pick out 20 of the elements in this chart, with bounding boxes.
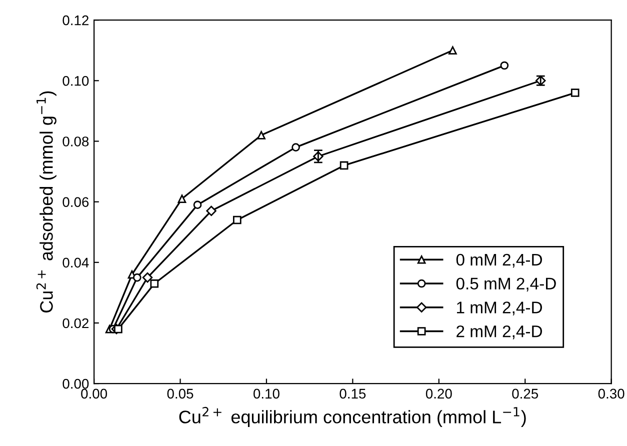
y-tick-label: 0.06 (62, 197, 89, 207)
y-tick-label: 0.04 (62, 258, 89, 268)
y-axis-title: Cu$^{2+}$ adsorbed (mmol g$^{−1}$) (36, 91, 56, 312)
x-tick-label: 0.20 (426, 388, 452, 399)
x-tick-label: 0.00 (81, 388, 108, 399)
x-tick-label: 0.05 (167, 388, 194, 399)
x-tick-label: 0.25 (512, 388, 538, 399)
x-tick-label: 0.15 (340, 388, 366, 399)
legend-label: 2 mM 2,4-D (456, 325, 542, 340)
x-axis-title: Cu$^{2+}$ equilibrium concentration (mmol L$^{−1}$) (179, 406, 526, 427)
x-tick-label: 0.10 (254, 388, 280, 399)
y-tick-label: 0.00 (62, 378, 89, 389)
legend-label: 0.5 mM 2,4-D (456, 278, 556, 292)
x-tick-label: 0.30 (598, 388, 624, 399)
y-tick-label: 0.12 (62, 15, 88, 26)
y-tick-label: 0.10 (62, 76, 89, 86)
y-tick-label: 0.02 (62, 318, 88, 328)
y-tick-label: 0.08 (62, 136, 89, 146)
legend-label: 1 mM 2,4-D (457, 302, 542, 316)
legend-label: 0 mM 2,4-D (456, 254, 542, 268)
